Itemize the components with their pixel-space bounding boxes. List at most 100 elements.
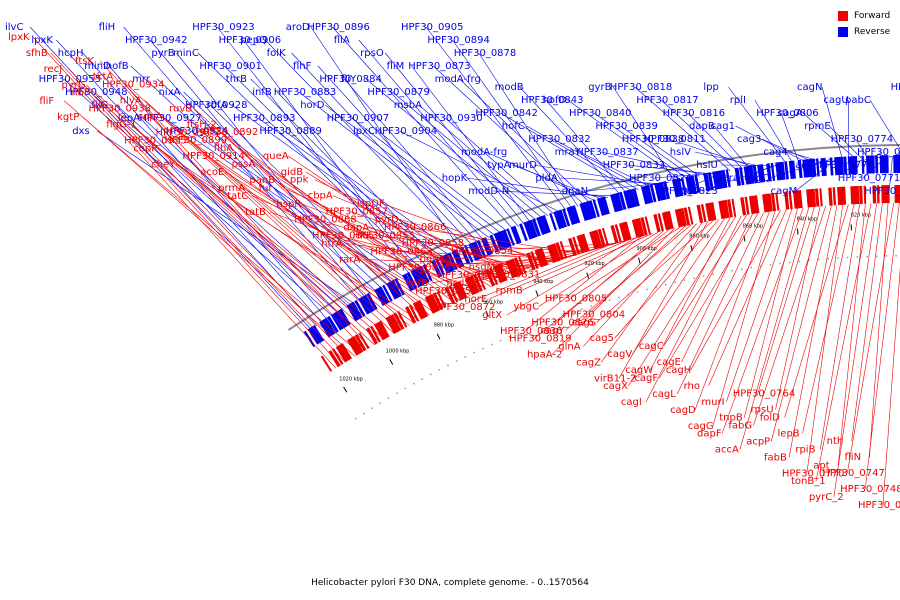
reverse-feature [640,185,650,205]
forward-gene-label: cagW [625,365,653,376]
reverse-feature [322,317,336,336]
leader-line [721,164,768,166]
leader-line [882,267,900,506]
leader-line [757,206,815,394]
leader-line [325,104,496,236]
leader-line [411,65,531,223]
forward-feature [354,334,367,352]
forward-feature [593,229,603,249]
forward-gene-label: pyrG [61,80,85,91]
reverse-feature [757,164,766,183]
forward-feature [740,197,747,216]
reverse-feature [870,155,875,174]
forward-gene-label: cagY [540,325,565,336]
track-dot [490,343,493,346]
forward-feature [775,192,780,211]
track-dot [683,279,686,282]
reverse-feature [468,242,480,262]
leader-line [64,100,356,357]
reverse-feature [618,191,627,210]
forward-feature [863,185,867,204]
reverse-feature [390,279,402,298]
track-dot [846,256,849,259]
leader-line [632,218,725,355]
forward-feature [797,190,803,209]
forward-gene-label: HPF30_0804 [563,309,625,320]
leader-line [788,205,838,458]
reverse-feature [601,196,610,215]
reverse-gene-label: HPF30_0927 [139,113,201,124]
leader-line [855,138,868,158]
forward-gene-label: ftsH-2 [187,119,217,130]
reverse-feature [350,301,363,320]
forward-gene-label: cag5 [590,333,614,344]
leader-line [257,117,450,256]
leader-line [425,26,567,211]
reverse-feature [703,172,711,192]
forward-feature [810,188,817,208]
track-dot [430,373,432,376]
leader-line [627,164,712,175]
forward-feature [850,186,857,205]
reverse-gene-label: HPF30_0823 [655,186,717,197]
reverse-swatch [838,27,848,37]
reverse-feature [319,319,334,338]
forward-gene-label: cagC [639,341,664,352]
track-dot [438,369,441,371]
forward-gene-label: fliF [39,96,54,107]
reverse-gene-label: HPF30_0773 [857,147,900,158]
tick-label: 920 kbp [584,261,604,267]
leader-line [735,125,806,162]
leader-line [775,206,821,410]
leader-line [888,157,893,192]
leader-line [806,204,844,474]
forward-gene-label: HPF30_0826 [531,318,593,329]
reverse-feature [414,267,427,286]
reverse-gene-label: lpxK [31,35,53,46]
leader-line [209,104,393,283]
forward-gene-label: fabB [764,452,787,463]
reverse-gene-label: cagT [790,160,815,171]
leader-line [149,39,366,298]
leader-line [193,108,425,319]
forward-gene-label: ribF [71,88,90,99]
leader-line [144,100,400,332]
leader-line [189,139,435,314]
reverse-gene-label: HPF30_0842 [475,108,537,119]
reverse-gene-label: HPF30_0905 [401,22,463,33]
reverse-feature [739,167,745,186]
track-dot [590,305,592,307]
reverse-feature [464,245,474,263]
reverse-feature [489,234,499,253]
leader-line [175,164,420,321]
forward-feature [832,187,837,206]
leader-line [820,203,860,450]
leader-line [873,151,883,158]
leader-line [81,116,361,354]
forward-gene-label: cheY [151,159,176,170]
leader-line [50,52,341,366]
leader-line [556,230,664,323]
leader-line [587,225,686,315]
forward-feature [335,344,350,363]
reverse-feature [663,181,670,200]
leader-line [63,78,333,317]
forward-feature [597,228,606,247]
forward-gene-label: folD [760,412,780,423]
forward-feature [687,206,694,225]
forward-feature [788,191,793,210]
forward-gene-label: tktA [93,72,114,83]
leader-line [432,65,585,205]
forward-feature [814,188,820,207]
leader-line [459,78,591,203]
leader-line [712,210,776,426]
forward-feature [618,222,629,241]
reverse-feature [875,155,879,174]
forward-gene-label: ruvB [169,103,192,114]
leader-line [761,138,812,162]
forward-gene-label: panB [249,175,275,186]
reverse-gene-label: modA-frg [435,74,481,85]
leader-line [130,65,377,292]
reverse-feature [502,229,512,248]
